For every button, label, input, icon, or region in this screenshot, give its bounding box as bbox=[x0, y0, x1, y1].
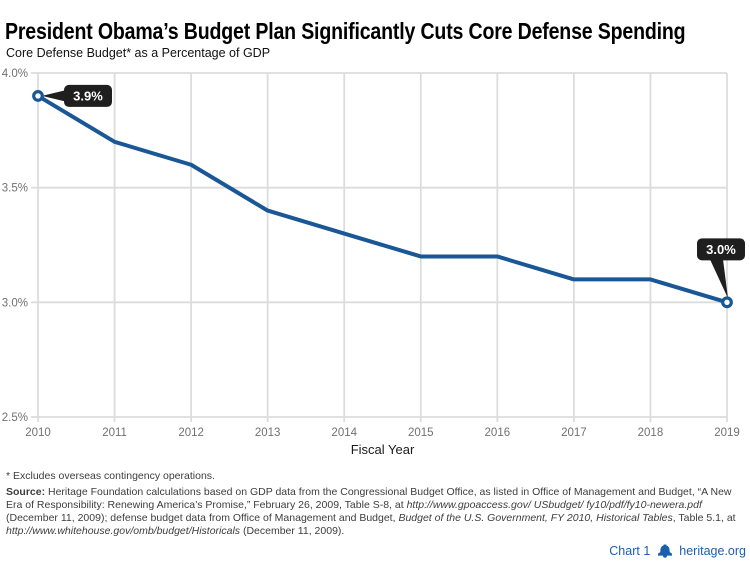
chart-number: Chart 1 bbox=[609, 544, 651, 558]
x-axis-title: Fiscal Year bbox=[350, 442, 415, 457]
y-tick-label: 2.5% bbox=[2, 412, 28, 424]
x-tick-label: 2010 bbox=[25, 427, 51, 439]
x-tick-label: 2011 bbox=[102, 427, 127, 439]
x-tick-label: 2017 bbox=[561, 427, 587, 439]
line-chart-svg: 4.0% 3.5% 3.0% 2.5% 2010 2011 2012 2013 2014 2015… bbox=[2, 68, 745, 439]
data-point bbox=[32, 90, 44, 102]
line-chart: 4.0% 3.5% 3.0% 2.5% 2010 2011 2012 2013 2014 2015… bbox=[0, 65, 750, 460]
heritage-link[interactable]: heritage.org bbox=[657, 544, 746, 558]
x-tick-label: 2013 bbox=[255, 427, 281, 439]
source-note: Source: Heritage Foundation calculations… bbox=[6, 486, 747, 538]
source-text: Heritage Foundation calculations based o… bbox=[6, 486, 736, 537]
callout-box bbox=[64, 84, 112, 107]
callout-box bbox=[697, 238, 745, 261]
x-tick-label: 2016 bbox=[485, 427, 511, 439]
data-line bbox=[36, 93, 729, 305]
y-tick-label: 4.0% bbox=[2, 68, 28, 80]
callout-pointer bbox=[42, 89, 67, 102]
x-tick-label: 2014 bbox=[331, 427, 357, 439]
y-tick-label: 3.0% bbox=[2, 297, 28, 309]
data-point bbox=[721, 296, 733, 309]
callout-label: 3.9% bbox=[73, 88, 103, 103]
liberty-bell-icon bbox=[658, 544, 673, 558]
chart-title: President Obama’s Budget Plan Significan… bbox=[5, 18, 686, 45]
callout-pointer bbox=[710, 259, 728, 299]
chart-subtitle: Core Defense Budget* as a Percentage of … bbox=[6, 46, 271, 60]
x-tick-label: 2012 bbox=[178, 427, 204, 439]
footnote: * Excludes overseas contingency operatio… bbox=[6, 470, 215, 482]
brand-text: heritage.org bbox=[679, 544, 746, 558]
source-label: Source: bbox=[6, 486, 46, 498]
x-tick-label: 2015 bbox=[408, 427, 434, 439]
callout-label: 3.0% bbox=[706, 242, 736, 257]
x-tick-label: 2019 bbox=[714, 427, 740, 439]
x-tick-label: 2018 bbox=[638, 427, 664, 439]
chart-footer: Chart 1 heritage.org bbox=[609, 543, 746, 559]
y-tick-label: 3.5% bbox=[2, 183, 28, 195]
